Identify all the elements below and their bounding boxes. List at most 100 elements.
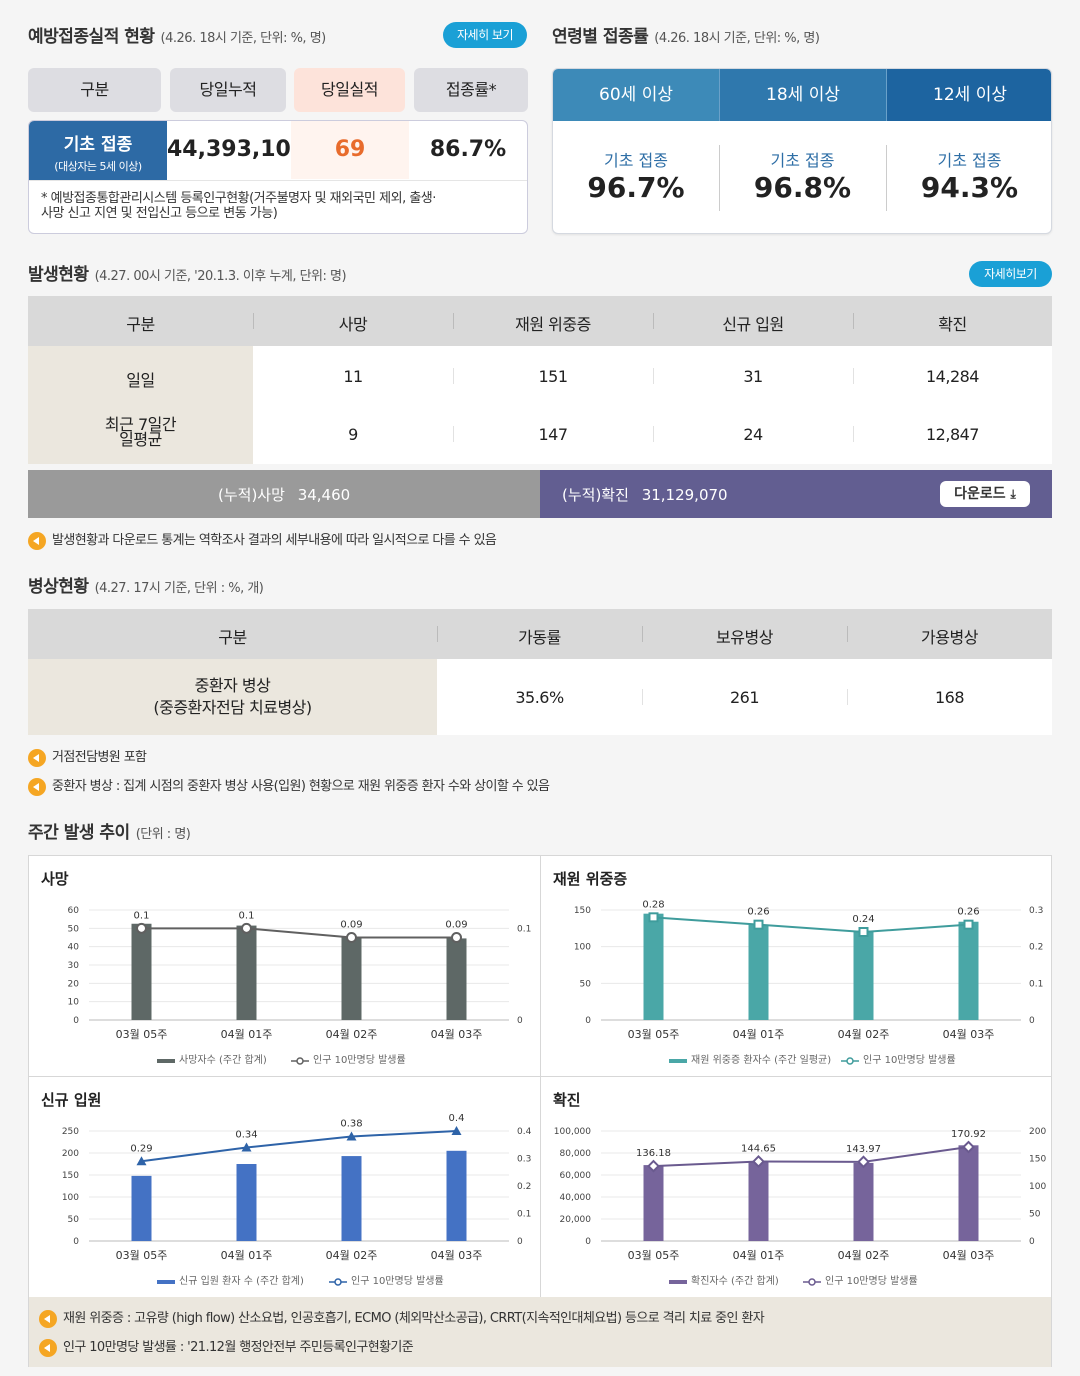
occurrence-detail-button[interactable]: 자세히보기 [969,261,1052,287]
speaker-icon [39,1309,57,1328]
vaccination-detail-button[interactable]: 자세히 보기 [443,22,527,48]
occurrence-section-title: 발생현황 (4.27. 00시 기준, '20.1.3. 이후 누계, 단위: 명… [28,260,347,285]
y-left-tick: 80,000 [560,1149,592,1159]
line-point [346,1131,357,1141]
chart-confirmed-title: 확진 [553,1091,581,1109]
beds-header-owned: 보유병상 [716,628,773,647]
chart-admission-title: 신규 입원 [41,1091,102,1109]
beds-note-1: 거점전담병원 포함 [28,746,147,767]
chart-line [653,1146,969,1168]
x-tick-label: 03월 05주 [628,1249,680,1262]
weekly-note-1: 재원 위중증 : 고유량 (high flow) 산소요법, 인공호흡기, EC… [39,1307,765,1328]
y-right-tick: 100 [1029,1182,1046,1192]
weekly-note-1-text: 재원 위중증 : 고유량 (high flow) 산소요법, 인공호흡기, EC… [63,1311,765,1326]
y-left-tick: 40,000 [560,1193,592,1203]
chart-bar [643,1165,664,1241]
download-button[interactable]: 다운로드 ⤓ [940,481,1030,507]
x-tick-label: 04월 03주 [943,1249,995,1262]
vaccination-header-cumulative: 당일누적 [170,68,286,112]
weekly-notes: 재원 위중증 : 고유량 (high flow) 산소요법, 인공호흡기, EC… [29,1297,1051,1367]
download-icon: ⤓ [1010,487,1016,501]
data-label: 144.65 [741,1143,776,1154]
cumulative-death-value: 34,460 [297,486,351,504]
age-60-type: 기초 접종 [604,151,668,170]
age-rate-box: 60세 이상 18세 이상 12세 이상 기초 접종 96.7% 기초 접종 9… [552,68,1052,234]
y-left-tick: 60 [68,906,80,916]
vaccination-section-title: 예방접종실적 현황 (4.26. 18시 기준, 단위: %, 명) [28,22,326,47]
chart-bar [748,924,769,1020]
legend-swatch-bar [669,1059,687,1063]
data-label: 136.18 [636,1148,671,1159]
y-right-tick: 200 [1029,1127,1046,1137]
beds-row-label: 중환자 병상 (중증환자전담 치료병상) [28,675,437,719]
y-right-tick: 0.2 [1029,943,1043,953]
age-header-60[interactable]: 60세 이상 [553,69,719,121]
data-label: 0.34 [235,1130,257,1141]
legend-bar-label: 사망자수 (주간 합계) [179,1054,267,1066]
beds-header-category: 구분 [218,628,247,647]
y-left-tick: 10 [68,998,80,1008]
y-left-tick: 50 [68,1215,80,1225]
occurrence-header-death: 사망 [338,315,368,334]
age-header-12[interactable]: 12세 이상 [886,69,1051,121]
x-tick-label: 04월 03주 [431,1249,483,1262]
y-left-tick: 200 [62,1149,79,1159]
td-sep [847,689,848,705]
x-tick-label: 04월 02주 [326,1028,378,1041]
td-sep [653,368,654,384]
vaccination-row-label-cell: 기초 접종 (대상자는 5세 이상) [29,121,167,180]
chart-panel-admission: 신규 입원 0 50 100 150 200 250 0 0.1 0.2 0.3 0.4 03월 05… [29,1077,540,1297]
speaker-icon [28,748,46,767]
y-right-tick: 0.3 [517,1155,531,1165]
x-tick-label: 03월 05주 [116,1028,168,1041]
line-point [858,927,869,937]
y-left-tick: 250 [62,1127,79,1137]
age-12-value: 94.3% [920,171,1019,204]
line-point [962,1140,975,1154]
legend-bar-label: 신규 입원 환자 수 (주간 합계) [179,1274,304,1287]
y-left-tick: 30 [68,961,80,971]
y-right-tick: 50 [1029,1210,1041,1220]
y-left-tick: 100,000 [554,1127,591,1137]
legend-line-label: 인구 10만명당 발생률 [863,1054,956,1066]
vaccination-note-line1: * 예방접종통합관리시스템 등록인구현황(거주불명자 및 재외국민 제외, 출생… [41,191,436,206]
data-label: 0.1 [134,910,150,921]
beds-available-value: 168 [934,688,965,707]
data-label: 0.24 [852,914,874,925]
y-left-tick: 20,000 [560,1215,592,1225]
y-right-tick: 0.4 [517,1127,532,1137]
line-point [346,932,357,943]
chart-panel-death: 사망 0 10 20 30 40 50 60 0 0.1 03월 05주 04월 01주 04월 02… [29,856,540,1076]
occurrence-header-category: 구분 [126,315,155,334]
y-right-tick: 0.1 [517,1210,531,1220]
age-header-18[interactable]: 18세 이상 [719,69,886,121]
weekly-title: 주간 발생 추이 [28,823,130,843]
data-label: 0.09 [340,920,362,931]
cumulative-death-label: (누적)사망 [218,486,285,504]
line-point [752,1155,765,1168]
beds-note-1-text: 거점전담병원 포함 [52,750,147,765]
beds-table-header [28,609,1052,659]
y-right-tick: 0.1 [1029,979,1043,989]
chart-bar [341,1156,362,1241]
cumulative-confirmed-value: 31,129,070 [641,486,728,504]
chart-bar [958,921,979,1020]
th-sep [453,313,454,329]
beds-note-2: 중환자 병상 : 집계 시점의 중환자 병상 사용(입원) 현황으로 재원 위중… [28,775,550,796]
data-label: 0.09 [445,920,467,931]
chart-divider-h [29,1076,1051,1077]
y-left-tick: 0 [585,1016,591,1026]
x-tick-label: 04월 03주 [943,1028,995,1041]
td-sep [853,368,854,384]
age-subtitle: (4.26. 18시 기준, 단위: %, 명) [654,31,820,46]
beds-note-2-text: 중환자 병상 : 집계 시점의 중환자 병상 사용(입원) 현황으로 재원 위중… [52,779,550,794]
chart-bar [446,938,467,1020]
data-label: 0.38 [340,1119,362,1130]
vaccination-header-daily: 당일실적 [294,68,405,112]
legend-swatch-bar [157,1280,175,1284]
chart-line [141,927,457,939]
vaccination-row-sublabel: (대상자는 5세 이상) [54,160,142,173]
age-divider-1 [719,145,720,211]
y-right-tick: 150 [1029,1155,1046,1165]
y-right-tick: 0.1 [517,924,531,934]
